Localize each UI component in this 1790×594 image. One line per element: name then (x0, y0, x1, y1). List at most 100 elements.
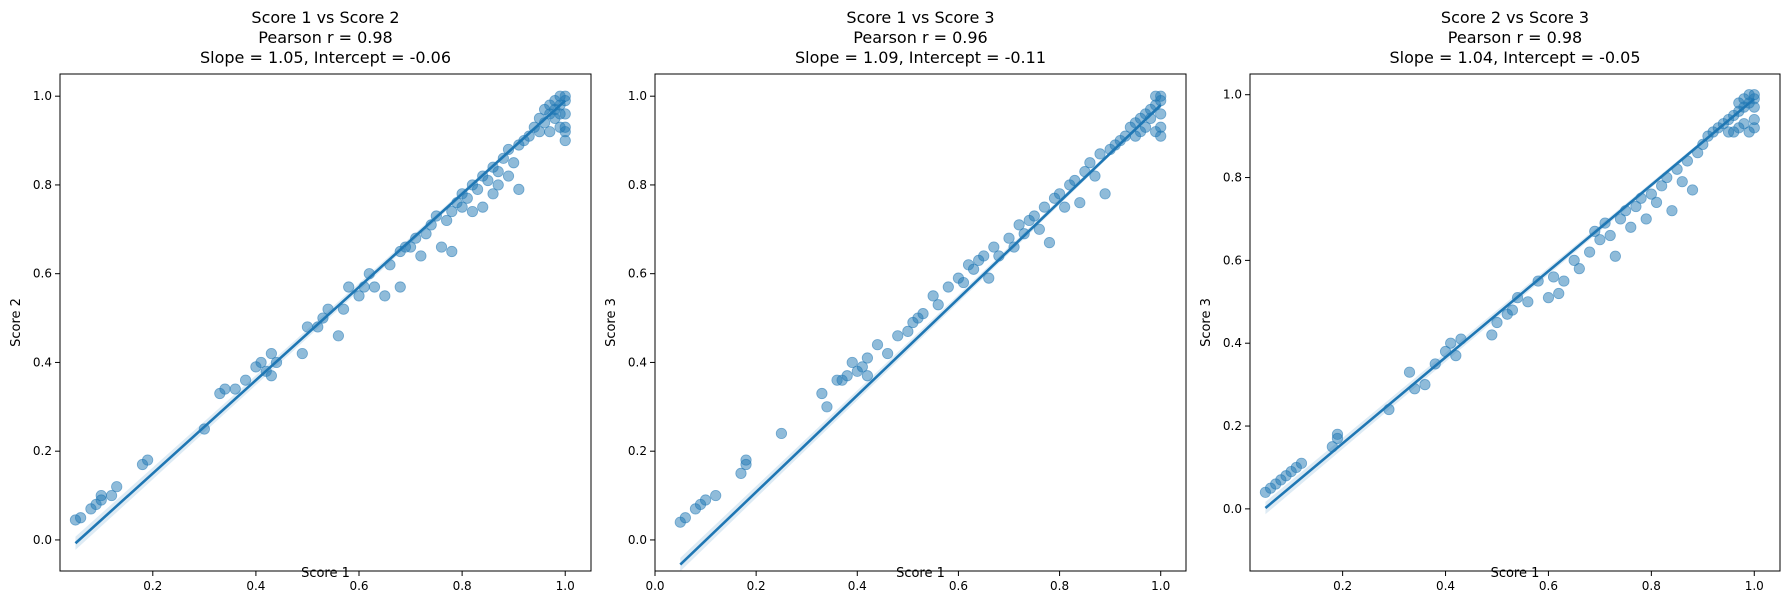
scatter-point (1656, 180, 1668, 192)
scatter-point (461, 192, 473, 204)
subplot-title-line: Slope = 1.05, Intercept = -0.06 (200, 48, 451, 67)
scatter-point (1573, 263, 1585, 275)
scatter-point (942, 281, 954, 293)
y-tick-label: 0.0 (1223, 502, 1242, 516)
y-tick-label: 0.0 (33, 533, 52, 547)
scatter-point (1150, 126, 1162, 138)
scatter-point (265, 347, 277, 360)
x-tick-label: 1.0 (1745, 579, 1764, 590)
scatter-point (410, 232, 422, 244)
scatter-point (1666, 205, 1678, 217)
scatter-point (492, 166, 504, 178)
scatter-point (1676, 176, 1688, 188)
regression-line (1264, 97, 1756, 510)
scatter-point (1542, 292, 1555, 304)
subplot-title-line: Slope = 1.09, Intercept = -0.11 (795, 48, 1046, 67)
subplot-title-line: Pearson r = 0.98 (1448, 28, 1582, 47)
x-axis-label: Score 1 (896, 566, 945, 581)
scatter-point (456, 201, 468, 213)
y-tick-label: 0.2 (33, 444, 52, 458)
scatter-point (1614, 213, 1627, 225)
y-tick-label: 1.0 (628, 89, 647, 103)
scatter-point (466, 205, 479, 218)
x-tick-label: 0.6 (1539, 579, 1558, 590)
scatter-point (239, 374, 252, 386)
scatter-point (699, 494, 712, 506)
scatter-point (477, 201, 489, 213)
scatter-point (343, 281, 355, 293)
scatter-point (1568, 254, 1580, 266)
scatter-point (1609, 250, 1621, 262)
scatter-point (394, 281, 406, 293)
y-axis-label: Score 3 (604, 298, 619, 347)
scatter-point (255, 356, 267, 369)
scatter-point (871, 339, 884, 351)
scatter-point (544, 126, 556, 138)
scatter-point (1640, 213, 1652, 225)
scatter-point (446, 245, 458, 258)
x-axis-label: Score 1 (1491, 566, 1540, 581)
scatter-point (1594, 234, 1606, 246)
x-tick-label: 0.6 (949, 579, 968, 590)
y-axis-label: Score 2 (9, 298, 24, 347)
scatter-point (1553, 287, 1565, 300)
scatter-point (1331, 432, 1344, 445)
scatter-point (1295, 457, 1308, 469)
scatter-point (917, 308, 929, 320)
subplot-3: Score 2 vs Score 3 Pearson r = 0.98 Slop… (1199, 8, 1781, 593)
scatter-point (1547, 271, 1560, 283)
scatter-point (927, 290, 939, 302)
scatter-point (1013, 219, 1025, 231)
scatter-point (1733, 97, 1745, 109)
scatter-point (861, 352, 874, 364)
scatter-point (1491, 316, 1503, 329)
scatter-point (846, 356, 858, 369)
y-tick-label: 0.8 (33, 178, 52, 192)
scatter-point (538, 103, 551, 116)
scatter-point (337, 303, 350, 315)
scatter-point (1630, 200, 1642, 213)
y-tick-label: 0.4 (628, 355, 647, 369)
scatter-point (415, 250, 427, 262)
scatter-point (368, 281, 381, 293)
regression-line (679, 104, 1162, 566)
y-tick-label: 1.0 (1223, 88, 1242, 102)
scatter-point (219, 383, 231, 395)
scatter-point (902, 325, 914, 337)
scatter-point (1722, 126, 1735, 138)
subplot-title-line: Score 1 vs Score 3 (846, 8, 994, 27)
scatter-point (1486, 329, 1498, 341)
scatter-point (1155, 108, 1167, 120)
x-tick-label: 0.0 (645, 579, 664, 590)
scatter-point (523, 130, 535, 142)
scatter-point (435, 241, 448, 253)
scatter-point (821, 401, 833, 413)
x-tick-label: 0.4 (246, 579, 265, 590)
scatter-point (856, 361, 868, 373)
scatter-point (1043, 237, 1056, 249)
scatter-point (559, 126, 571, 138)
y-tick-label: 0.0 (628, 533, 647, 547)
scatter-point (492, 179, 504, 191)
x-tick-label: 0.8 (1642, 579, 1661, 590)
scatter-point (265, 370, 277, 382)
x-tick-label: 0.8 (453, 579, 472, 590)
scatter-point (554, 108, 566, 120)
scatter-point (1053, 188, 1066, 200)
scatter-point (1403, 366, 1416, 378)
scatter-point (816, 387, 828, 400)
scatter-point (312, 321, 324, 333)
scatter-point (1645, 188, 1657, 200)
subplot-1: Score 1 vs Score 2 Pearson r = 0.98 Slop… (9, 8, 592, 593)
subplot-title-line: Score 2 vs Score 3 (1441, 8, 1589, 27)
scatter-point (983, 272, 995, 284)
scatter-point (841, 370, 853, 382)
y-tick-label: 0.2 (628, 444, 647, 458)
scatter-point (892, 330, 904, 342)
scatter-point (740, 454, 752, 466)
y-tick-label: 0.2 (1223, 419, 1242, 433)
scatter-point (105, 489, 118, 502)
x-tick-label: 0.4 (848, 579, 867, 590)
scatter-point (111, 481, 123, 493)
